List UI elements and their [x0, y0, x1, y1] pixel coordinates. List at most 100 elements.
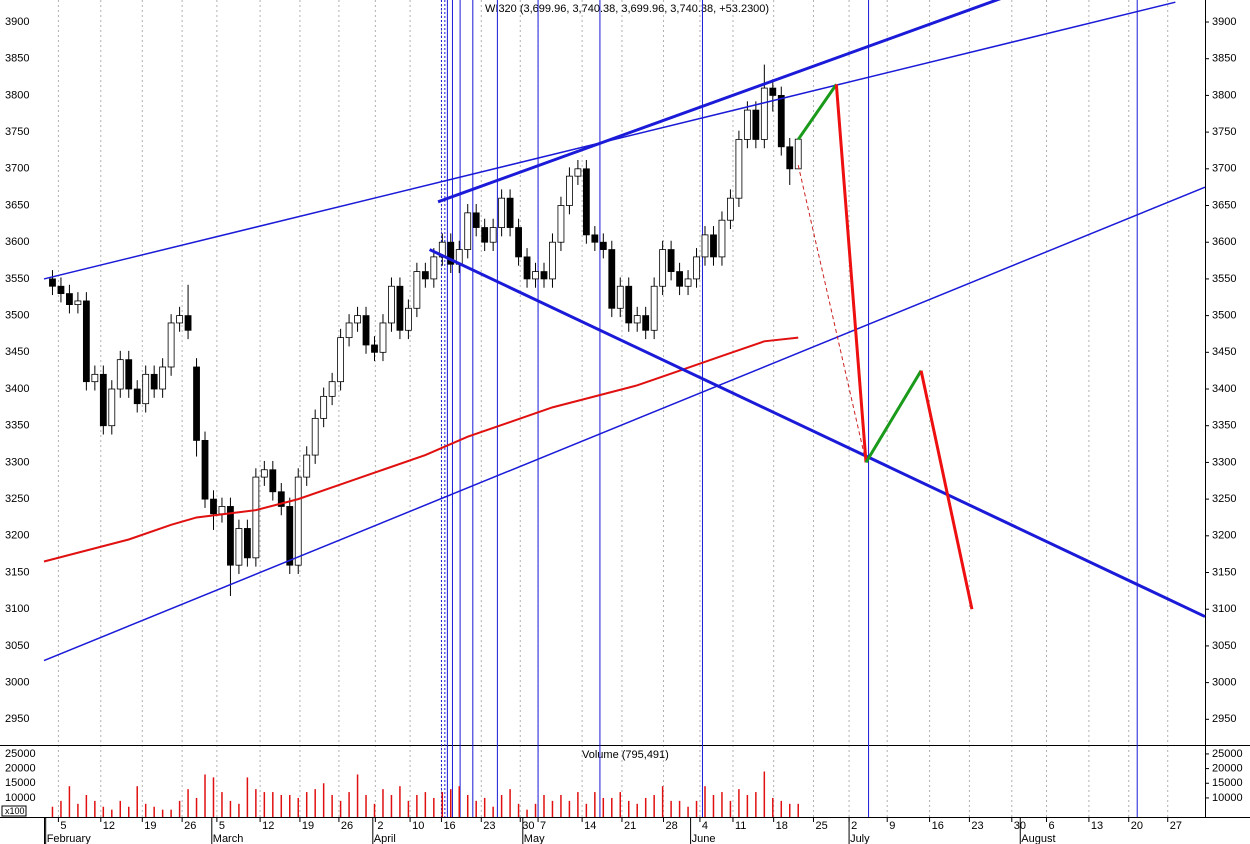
x-tick-label: 5 — [219, 820, 225, 832]
y-tick-label: 20000 — [5, 762, 36, 774]
candle-body — [159, 366, 167, 390]
y-tick-label: 3200 — [1212, 530, 1236, 542]
x-tick-label: 30 — [522, 820, 534, 832]
candle-body — [379, 322, 387, 353]
candle-body — [532, 271, 539, 280]
x-tick-label: 23 — [971, 820, 983, 832]
candle-body — [591, 234, 599, 243]
y-tick-label: 3150 — [1212, 566, 1236, 578]
x-tick-label: 11 — [735, 820, 746, 832]
candle-body — [718, 219, 726, 258]
trend-line — [796, 83, 838, 141]
candle-body — [108, 388, 116, 427]
month-label: August — [1021, 833, 1055, 844]
candle-body — [549, 241, 556, 280]
y-tick-label: 15000 — [1212, 777, 1243, 789]
y-tick-label: 3700 — [5, 163, 29, 175]
y-tick-label: 10000 — [5, 792, 36, 804]
y-tick-label: 3500 — [5, 310, 29, 322]
y-tick-label: 3750 — [5, 126, 29, 138]
y-tick-label: 3000 — [5, 677, 29, 689]
candle-body — [218, 506, 226, 515]
y-tick-label: 3650 — [1212, 199, 1236, 211]
candle-body — [752, 109, 760, 140]
candle-body — [515, 227, 522, 258]
trend-line — [919, 370, 974, 610]
y-tick-label: 15000 — [5, 777, 36, 789]
candle-body — [430, 256, 438, 280]
y-tick-label: 3400 — [1212, 383, 1236, 395]
candle-body — [243, 528, 251, 559]
candle-body — [99, 373, 107, 427]
candle-body — [727, 197, 734, 221]
x-tick-label: 12 — [262, 820, 274, 832]
y-tick-label: 25000 — [1212, 748, 1243, 760]
candle-body — [57, 285, 65, 294]
candle-body — [421, 271, 429, 280]
candle-body — [650, 285, 658, 331]
candle-body — [286, 506, 294, 566]
candle-body — [167, 322, 175, 368]
candle-body — [786, 146, 794, 170]
candle-body — [82, 300, 90, 383]
y-tick-label: 3250 — [5, 493, 29, 505]
volume-title: Volume (795,491) — [582, 749, 669, 761]
chart-title: WI320 (3,699.96, 3,740.38, 3,699.96, 3,7… — [485, 3, 769, 15]
moving-average — [43, 336, 799, 563]
y-tick-label: 3850 — [1212, 53, 1236, 65]
candle-body — [125, 359, 133, 390]
x-tick-label: 9 — [889, 820, 895, 832]
y-tick-label: 3300 — [1212, 456, 1236, 468]
candle-body — [769, 87, 777, 96]
trend-line — [428, 248, 1206, 618]
x-tick-label: 21 — [624, 820, 636, 832]
month-label: May — [524, 833, 545, 844]
x-tick-label: 5 — [60, 820, 66, 832]
candle-body — [328, 381, 336, 397]
y-tick-label: 25000 — [5, 748, 36, 760]
candle-body — [684, 278, 692, 287]
x-tick-label: 12 — [103, 820, 115, 832]
candle-body — [91, 373, 99, 383]
candle-body — [710, 234, 717, 258]
candle-body — [625, 285, 633, 324]
candle-body — [735, 139, 743, 199]
y-tick-label: 3050 — [1212, 640, 1236, 652]
candle-body — [557, 205, 565, 243]
x-tick-label: 16 — [443, 820, 455, 832]
candle-body — [150, 373, 158, 390]
candle-body — [354, 315, 361, 324]
candle-body — [74, 300, 82, 306]
y-tick-label: 3100 — [1212, 603, 1236, 615]
y-tick-label: 3500 — [1212, 310, 1236, 322]
month-label: March — [213, 833, 244, 844]
x-tick-label: 26 — [341, 820, 353, 832]
unit-label: x100 — [5, 806, 25, 816]
x-tick-label: 27 — [1170, 820, 1182, 832]
y-tick-label: 3700 — [1212, 163, 1236, 175]
candle-body — [599, 241, 607, 250]
unit-box — [1, 805, 27, 817]
y-tick-label: 3000 — [1212, 677, 1236, 689]
candle-body — [184, 315, 192, 331]
y-tick-label: 3350 — [1212, 420, 1236, 432]
x-tick-label: 18 — [776, 820, 788, 832]
candle-body — [235, 528, 243, 566]
candle-body — [489, 227, 497, 243]
candle-body — [388, 285, 395, 324]
candle-body — [269, 469, 277, 493]
candle-body — [472, 212, 480, 228]
y-tick-label: 3850 — [5, 53, 29, 65]
candle-body — [481, 227, 489, 243]
trend-line — [43, 186, 1206, 662]
y-tick-label: 3550 — [1212, 273, 1236, 285]
x-tick-label: 2 — [851, 820, 857, 832]
candle-body — [116, 359, 124, 390]
candle-body — [760, 87, 768, 140]
candle-body — [659, 249, 667, 287]
month-label: April — [374, 833, 396, 844]
candle-body — [794, 138, 802, 170]
trend-line — [864, 369, 923, 464]
y-tick-label: 3600 — [1212, 236, 1236, 248]
y-tick-label: 3600 — [5, 236, 29, 248]
